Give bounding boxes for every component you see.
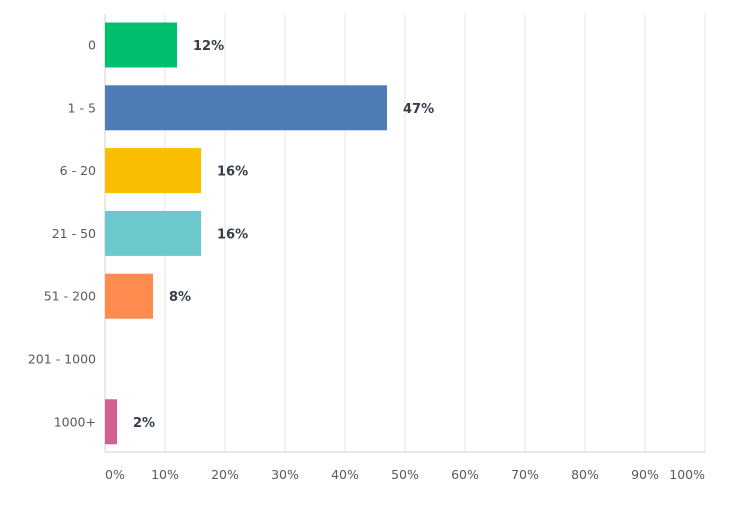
bar <box>105 273 153 319</box>
category-label: 1000+ <box>54 414 96 429</box>
category-label: 1 - 5 <box>68 100 96 115</box>
bar <box>105 85 387 131</box>
bar <box>105 148 201 194</box>
x-tick-label: 10% <box>151 467 179 482</box>
category-label: 201 - 1000 <box>28 352 96 367</box>
category-label: 21 - 50 <box>52 226 96 241</box>
x-tick-label: 70% <box>511 467 539 482</box>
labels: 0% 10% 20% 30% 40% 50% 60% 70% 80% 90% 100% 0 12% 1 -… <box>28 38 705 483</box>
bars <box>105 22 387 445</box>
value-label: 47% <box>403 102 434 117</box>
bar <box>105 210 201 256</box>
value-label: 16% <box>217 227 248 242</box>
category-label: 51 - 200 <box>44 289 96 304</box>
category-label: 0 <box>88 38 96 53</box>
x-tick-label: 60% <box>451 467 479 482</box>
x-tick-label: 80% <box>571 467 599 482</box>
x-tick-label: 30% <box>271 467 299 482</box>
value-label: 2% <box>133 416 155 431</box>
bar <box>105 22 177 68</box>
value-label: 16% <box>217 165 248 180</box>
x-tick-label: 50% <box>391 467 419 482</box>
category-label: 6 - 20 <box>60 163 96 178</box>
x-tick-label: 90% <box>631 467 659 482</box>
x-tick-label: 0% <box>105 467 125 482</box>
value-label: 12% <box>193 39 224 54</box>
value-label: 8% <box>169 290 191 305</box>
x-tick-label: 20% <box>211 467 239 482</box>
x-tick-label: 40% <box>331 467 359 482</box>
x-tick-label: 100% <box>669 467 705 482</box>
bar <box>105 399 117 445</box>
